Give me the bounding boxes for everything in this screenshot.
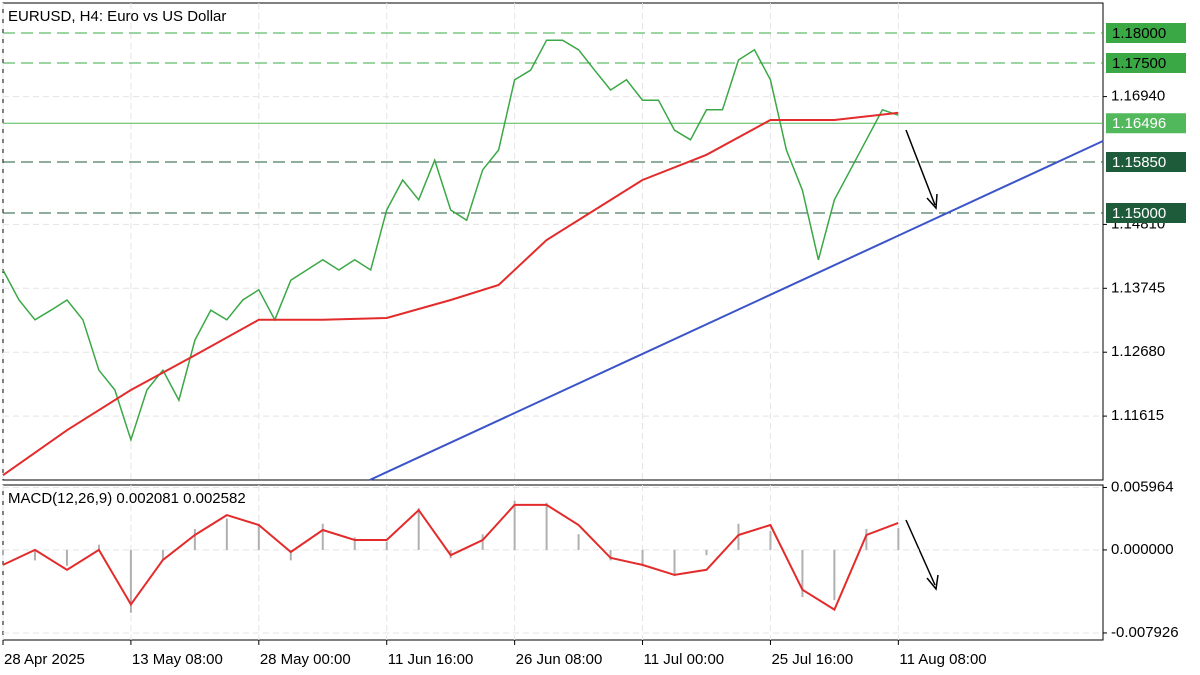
histogram-bar <box>321 523 324 550</box>
histogram-bar <box>257 523 260 550</box>
arrow <box>905 129 936 206</box>
main-panel <box>2 2 1104 481</box>
level-label: 1.16496 <box>1112 115 1166 132</box>
level-label: 1.17500 <box>1112 55 1166 72</box>
histogram-bar <box>129 549 132 613</box>
x-tick-label: 28 Apr 2025 <box>4 651 85 668</box>
level-label-box <box>1106 23 1186 43</box>
histogram-bar <box>65 549 68 566</box>
histogram-bar <box>833 549 836 601</box>
histogram-bar <box>705 549 708 556</box>
level-label-box <box>1106 152 1186 172</box>
y-tick-label: -0.007926 <box>1111 624 1179 641</box>
histogram-bar <box>33 549 36 561</box>
histogram-bar <box>417 508 420 550</box>
histogram-bar <box>609 549 612 561</box>
histogram-bar <box>225 518 228 550</box>
level-label: 1.15850 <box>1112 154 1166 171</box>
chart-title: MACD(12,26,9) 0.002081 0.002582 <box>8 490 246 507</box>
y-tick-label: 1.13745 <box>1111 279 1165 296</box>
level-label-box <box>1106 113 1186 134</box>
histogram-bar <box>481 534 484 550</box>
level-label-box <box>1106 203 1186 223</box>
chart-title: EURUSD, H4: Euro vs US Dollar <box>8 8 226 25</box>
x-tick-label: 28 May 00:00 <box>260 651 351 668</box>
x-tick-label: 26 Jun 08:00 <box>516 651 603 668</box>
histogram-bar <box>193 528 196 550</box>
histogram-bar <box>161 549 164 561</box>
signal-line <box>2 503 899 612</box>
x-tick-label: 11 Jun 16:00 <box>388 651 474 668</box>
y-tick-label: 1.16940 <box>1111 88 1165 105</box>
histogram-bar <box>353 537 356 550</box>
x-tick-label: 25 Jul 16:00 <box>771 651 853 668</box>
level-label: 1.18000 <box>1112 25 1166 42</box>
y-tick-label: 1.11615 <box>1111 407 1164 424</box>
arrow <box>905 519 936 586</box>
y-tick-label: 0.005964 <box>1111 478 1174 495</box>
x-tick-label: 11 Aug 08:00 <box>899 651 986 668</box>
arrow-head <box>926 193 938 210</box>
histogram-bar <box>641 549 644 566</box>
histogram-bar <box>673 549 676 577</box>
histogram-bar <box>801 549 804 598</box>
histogram-bar <box>865 528 868 550</box>
histogram-bar <box>97 544 100 550</box>
histogram-bar <box>385 541 388 550</box>
series-line <box>369 140 1104 481</box>
histogram-bar <box>769 531 772 550</box>
histogram-bar <box>545 502 548 550</box>
level-label: 1.15000 <box>1112 205 1166 222</box>
annotation-arrows <box>905 129 939 591</box>
histogram-bar <box>897 528 900 550</box>
y-tick-label: 1.12680 <box>1111 343 1165 360</box>
arrow-head <box>926 574 939 591</box>
macd-panel <box>2 484 1104 641</box>
histogram-bar <box>577 534 580 550</box>
histogram-bar <box>513 500 516 550</box>
x-tick-label: 11 Jul 00:00 <box>644 651 725 668</box>
series-line <box>2 111 899 477</box>
histogram-bar <box>737 523 740 550</box>
level-label-box <box>1106 53 1186 73</box>
series-line <box>2 39 899 443</box>
x-tick-label: 13 May 08:00 <box>132 651 223 668</box>
histogram-bar <box>2 549 4 556</box>
y-tick-label: 0.000000 <box>1111 541 1174 558</box>
histogram-bar <box>289 549 292 561</box>
